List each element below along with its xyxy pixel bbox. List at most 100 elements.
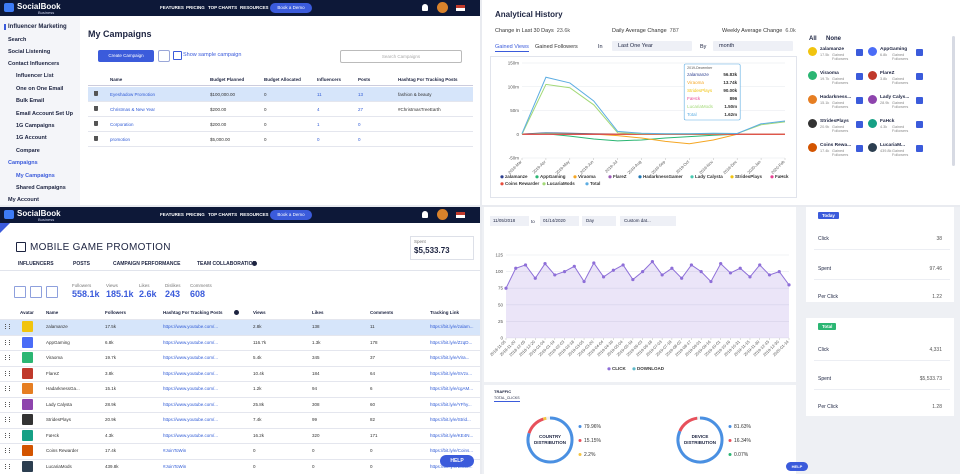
drag-handle[interactable]: [5, 370, 10, 376]
link[interactable]: https://bit.ly/e/ZzqD...: [430, 339, 473, 345]
drag-handle[interactable]: [5, 463, 10, 469]
link[interactable]: #JoinToWin: [163, 463, 187, 469]
avatar[interactable]: [437, 2, 448, 13]
tool-button[interactable]: [46, 286, 58, 298]
link[interactable]: https://bit.ly/e/Strid...: [430, 417, 471, 422]
drag-handle[interactable]: [5, 324, 10, 329]
sidebar-item[interactable]: Compare: [16, 148, 40, 154]
nav-link[interactable]: TOP CHARTS: [208, 212, 238, 217]
back-button[interactable]: [16, 242, 26, 252]
sidebar-item[interactable]: Shared Campaigns: [16, 185, 66, 191]
demo-button[interactable]: Book a Demo: [270, 3, 312, 13]
influencer-checkbox[interactable]: [916, 121, 923, 128]
sidebar-item[interactable]: 1G Account: [16, 135, 47, 141]
campaign-link[interactable]: Corporation: [110, 122, 134, 127]
sidebar-item[interactable]: Influencer List: [16, 73, 54, 79]
tool-button[interactable]: [30, 286, 42, 298]
nav-link[interactable]: TOP CHARTS: [208, 5, 238, 10]
sidebar-item[interactable]: Contact Influencers: [8, 61, 60, 67]
influencer-checkbox[interactable]: [856, 121, 863, 128]
drag-handle[interactable]: [5, 339, 10, 345]
influencer-checkbox[interactable]: [856, 73, 863, 80]
nav-link[interactable]: RESOURCES: [240, 5, 269, 10]
drag-handle[interactable]: [5, 355, 10, 360]
link[interactable]: https://www.youtube.com/...: [163, 401, 219, 407]
sidebar-item[interactable]: Search: [8, 37, 27, 43]
nav-link[interactable]: FEATURES: [160, 212, 184, 217]
search-input[interactable]: Search Campaigns: [340, 50, 462, 63]
link[interactable]: https://www.youtube.com/...: [163, 417, 219, 422]
help-button[interactable]: HELP: [440, 455, 474, 467]
sort-button[interactable]: [158, 50, 170, 62]
link[interactable]: https://bit.ly/e/zalam...: [430, 324, 474, 329]
link[interactable]: https://www.youtube.com/...: [163, 339, 219, 345]
delete-icon[interactable]: [94, 136, 98, 141]
link[interactable]: https://bit.ly/e/YFhy...: [430, 401, 472, 407]
link[interactable]: https://www.youtube.com/...: [163, 386, 219, 391]
sidebar-item[interactable]: 1G Campaigns: [16, 123, 55, 129]
date-to[interactable]: 01/14/2020: [540, 216, 579, 226]
influencer-checkbox[interactable]: [856, 145, 863, 152]
notification-icon[interactable]: [422, 211, 428, 218]
sidebar-item[interactable]: My Account: [8, 197, 39, 203]
link[interactable]: https://www.youtube.com/...: [163, 432, 219, 438]
granularity-dropdown[interactable]: Day: [582, 216, 616, 226]
language-flag[interactable]: [456, 212, 465, 218]
sidebar-item[interactable]: My Campaigns: [16, 173, 55, 179]
campaign-link[interactable]: Eyeshadow Promotion: [110, 92, 156, 97]
delete-icon[interactable]: [94, 106, 98, 111]
sidebar-item[interactable]: Email Account Set Up: [16, 111, 73, 117]
delete-icon[interactable]: [94, 91, 98, 96]
influencer-checkbox[interactable]: [856, 49, 863, 56]
campaign-link[interactable]: Christmas & New Year: [110, 107, 156, 112]
period-dropdown[interactable]: Last One Year: [612, 41, 692, 51]
nav-link[interactable]: PRICING: [186, 212, 205, 217]
help-button[interactable]: HELP: [786, 462, 808, 471]
notification-icon[interactable]: [422, 4, 428, 11]
tool-button[interactable]: [14, 286, 26, 298]
link[interactable]: https://bit.ly/e/Vira...: [430, 355, 470, 360]
nav-link[interactable]: PRICING: [186, 5, 205, 10]
link[interactable]: https://bit.ly/e/SVzx...: [430, 370, 473, 376]
interval-dropdown[interactable]: month: [713, 41, 793, 51]
sidebar-item[interactable]: Social Listening: [8, 49, 51, 55]
delete-icon[interactable]: [94, 121, 98, 126]
select-all[interactable]: All: [809, 36, 817, 42]
avatar[interactable]: [437, 209, 448, 220]
sidebar-item[interactable]: Campaigns: [8, 160, 38, 166]
drag-handle[interactable]: [5, 401, 10, 407]
influencer-checkbox[interactable]: [856, 97, 863, 104]
tab-active[interactable]: Gained Views: [495, 44, 529, 52]
drag-handle[interactable]: [5, 448, 10, 453]
campaign-link[interactable]: promotion: [110, 137, 131, 142]
tab[interactable]: Gained Followers: [535, 44, 578, 50]
link[interactable]: https://bit.ly/e/Coins...: [430, 448, 474, 453]
language-flag[interactable]: [456, 5, 465, 11]
date-from[interactable]: 11/05/2018: [490, 216, 529, 226]
influencer-checkbox[interactable]: [916, 97, 923, 104]
nav-link[interactable]: RESOURCES: [240, 212, 269, 217]
demo-button[interactable]: Book a Demo: [270, 210, 312, 220]
drag-handle[interactable]: [5, 417, 10, 422]
tab[interactable]: POSTS: [73, 261, 90, 267]
link[interactable]: https://bit.ly/e/cgAM...: [430, 386, 474, 391]
drag-handle[interactable]: [5, 432, 10, 438]
influencer-checkbox[interactable]: [916, 145, 923, 152]
sample-checkbox[interactable]: [173, 51, 182, 60]
link[interactable]: https://www.youtube.com/...: [163, 324, 219, 329]
link[interactable]: https://www.youtube.com/...: [163, 355, 219, 360]
sidebar-item[interactable]: Influencer Marketing: [4, 24, 67, 30]
influencer-checkbox[interactable]: [916, 49, 923, 56]
tab[interactable]: TEAM COLLABORATION: [197, 261, 257, 267]
tab[interactable]: CAMPAIGN PERFORMANCE: [113, 261, 181, 267]
nav-link[interactable]: FEATURES: [160, 5, 184, 10]
link[interactable]: https://www.youtube.com/...: [163, 370, 219, 376]
drag-handle[interactable]: [5, 386, 10, 391]
influencer-checkbox[interactable]: [916, 73, 923, 80]
metric-toggle[interactable]: TOTAL_CLICKS: [494, 396, 520, 402]
link[interactable]: #JoinToWin: [163, 448, 187, 453]
create-button[interactable]: Create Campaign: [98, 50, 154, 62]
range-dropdown[interactable]: Custom dat...: [620, 216, 676, 226]
select-none[interactable]: None: [826, 36, 841, 42]
sidebar-item[interactable]: Bulk Email: [16, 98, 45, 104]
